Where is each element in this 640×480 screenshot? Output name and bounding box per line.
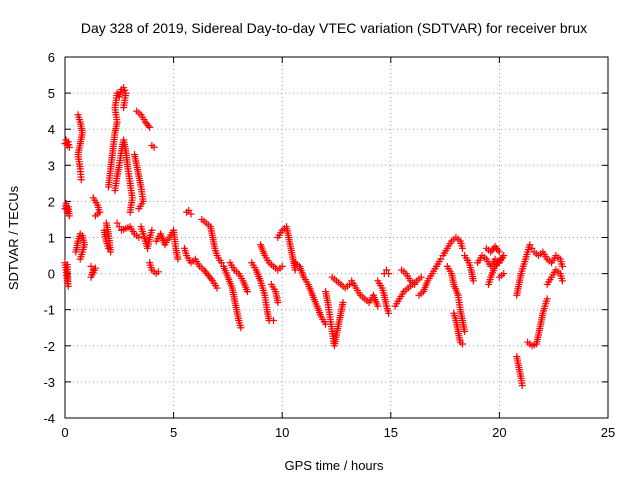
data-point <box>126 208 134 216</box>
x-tick-label: 15 <box>384 425 398 440</box>
data-point <box>91 264 99 272</box>
data-point <box>187 210 195 218</box>
data-point <box>291 266 299 274</box>
data-point <box>174 255 182 263</box>
y-tick-label: 6 <box>48 50 55 65</box>
data-point <box>217 259 225 267</box>
data-point <box>528 244 536 252</box>
x-axis-label: GPS time / hours <box>285 458 384 473</box>
axis-ticks: 0 5 10 15 20 25 -4 -3 -2 -1 0 1 2 3 4 5 6 <box>43 50 615 440</box>
data-point <box>385 270 393 278</box>
data-point <box>500 270 508 278</box>
data-point <box>558 262 566 270</box>
y-tick-label: 3 <box>48 158 55 173</box>
data-point <box>91 212 99 220</box>
data-point <box>374 302 382 310</box>
data-point <box>485 280 493 288</box>
data-point <box>65 212 73 220</box>
data-point <box>185 206 193 214</box>
y-tick-label: 5 <box>48 86 55 101</box>
x-tick-label: 0 <box>61 425 68 440</box>
data-point <box>411 280 419 288</box>
data-point <box>274 298 282 306</box>
grid <box>65 57 608 418</box>
data-point <box>270 317 278 325</box>
y-tick-label: 0 <box>48 267 55 282</box>
data-point <box>77 176 85 184</box>
data-point <box>146 123 154 131</box>
data-points <box>61 84 566 390</box>
data-point <box>148 226 156 234</box>
data-point <box>346 280 354 288</box>
data-point <box>458 244 466 252</box>
data-point <box>558 277 566 285</box>
data-point <box>150 143 158 151</box>
data-point <box>461 327 469 335</box>
x-tick-label: 10 <box>275 425 289 440</box>
data-point <box>243 288 251 296</box>
data-point <box>526 241 534 249</box>
y-axis-label: SDTVAR / TECUs <box>6 185 21 290</box>
data-point <box>495 248 503 256</box>
data-point <box>135 234 143 241</box>
data-point <box>237 324 245 332</box>
y-tick-label: -2 <box>43 339 55 354</box>
y-tick-label: 1 <box>48 231 55 246</box>
data-point <box>154 268 162 276</box>
data-point <box>113 219 121 227</box>
data-point <box>385 309 393 317</box>
data-point <box>102 219 110 227</box>
data-point <box>417 273 425 281</box>
data-point <box>65 143 73 151</box>
x-tick-label: 20 <box>492 425 506 440</box>
data-point <box>213 284 221 292</box>
data-point <box>87 262 95 270</box>
x-tick-label: 25 <box>601 425 615 440</box>
data-point <box>76 255 84 263</box>
y-tick-label: -4 <box>43 411 55 426</box>
x-tick-label: 5 <box>170 425 177 440</box>
data-point <box>469 277 477 285</box>
y-tick-label: 4 <box>48 122 55 137</box>
data-point <box>518 382 526 390</box>
chart-title: Day 328 of 2019, Sidereal Day-to-day VTE… <box>81 20 587 36</box>
y-tick-label: -3 <box>43 375 55 390</box>
data-point <box>135 205 143 213</box>
data-point <box>339 298 347 306</box>
y-tick-label: 2 <box>48 194 55 209</box>
data-point <box>278 262 286 270</box>
data-point <box>437 255 445 263</box>
data-point <box>63 261 71 269</box>
data-point <box>115 223 123 231</box>
y-tick-label: -1 <box>43 303 55 318</box>
data-point <box>458 340 466 348</box>
data-point <box>543 295 551 303</box>
data-point <box>120 104 128 112</box>
data-point <box>382 266 390 274</box>
